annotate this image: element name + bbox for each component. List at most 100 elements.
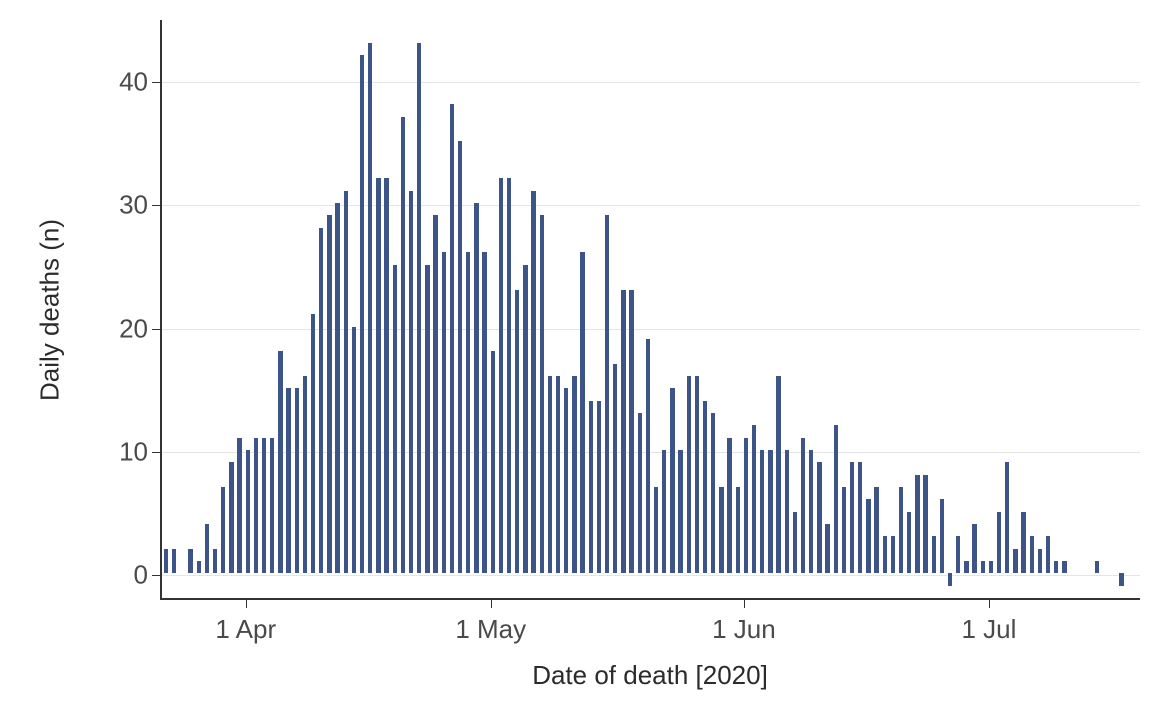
bar bbox=[319, 228, 323, 574]
bar bbox=[662, 450, 666, 573]
bar bbox=[499, 178, 503, 573]
x-tick-mark bbox=[246, 600, 247, 608]
bar bbox=[491, 351, 495, 573]
bar bbox=[744, 438, 748, 574]
bar bbox=[164, 549, 168, 574]
bar bbox=[597, 401, 601, 574]
bar bbox=[368, 43, 372, 574]
bar bbox=[711, 413, 715, 573]
bar bbox=[997, 512, 1001, 574]
bar bbox=[507, 178, 511, 573]
bar bbox=[670, 388, 674, 573]
bar bbox=[695, 376, 699, 573]
bar bbox=[915, 475, 919, 574]
gridline bbox=[162, 452, 1140, 453]
bar bbox=[237, 438, 241, 574]
gridline bbox=[162, 82, 1140, 83]
bar bbox=[891, 536, 895, 573]
bar bbox=[727, 438, 731, 574]
bar bbox=[523, 265, 527, 574]
bar bbox=[580, 252, 584, 573]
bar bbox=[605, 215, 609, 573]
bar bbox=[940, 499, 944, 573]
bar bbox=[1095, 561, 1099, 573]
bar bbox=[401, 117, 405, 574]
bar bbox=[899, 487, 903, 573]
bar bbox=[629, 290, 633, 574]
x-tick-label: 1 Apr bbox=[215, 614, 276, 645]
bar bbox=[548, 376, 552, 573]
bar bbox=[613, 364, 617, 574]
bar bbox=[327, 215, 331, 573]
gridline bbox=[162, 329, 1140, 330]
bar bbox=[932, 536, 936, 573]
bar bbox=[793, 512, 797, 574]
bar bbox=[654, 487, 658, 573]
bar bbox=[433, 215, 437, 573]
bar bbox=[646, 339, 650, 573]
bar bbox=[883, 536, 887, 573]
gridline bbox=[162, 205, 1140, 206]
bar bbox=[425, 265, 429, 574]
y-tick-mark bbox=[152, 452, 160, 453]
bar bbox=[638, 413, 642, 573]
bar bbox=[352, 327, 356, 574]
bar bbox=[540, 215, 544, 573]
daily-deaths-chart: Daily deaths (n) Date of death [2020] 01… bbox=[0, 0, 1166, 722]
x-axis-title: Date of death [2020] bbox=[532, 660, 768, 691]
bar bbox=[866, 499, 870, 573]
bar bbox=[1062, 561, 1066, 573]
bar bbox=[678, 450, 682, 573]
y-tick-label: 40 bbox=[100, 66, 148, 97]
y-axis-title: Daily deaths (n) bbox=[35, 219, 66, 401]
bar bbox=[785, 450, 789, 573]
bar bbox=[303, 376, 307, 573]
gridline bbox=[162, 575, 1140, 576]
bar bbox=[376, 178, 380, 573]
bar bbox=[1005, 462, 1009, 573]
bar bbox=[621, 290, 625, 574]
x-tick-mark bbox=[989, 600, 990, 608]
bar bbox=[842, 487, 846, 573]
bar bbox=[923, 475, 927, 574]
y-tick-mark bbox=[152, 82, 160, 83]
bar bbox=[188, 549, 192, 574]
bar bbox=[776, 376, 780, 573]
bar bbox=[989, 561, 993, 573]
bar bbox=[286, 388, 290, 573]
bar bbox=[801, 438, 805, 574]
bar bbox=[197, 561, 201, 573]
bar bbox=[948, 573, 952, 585]
y-tick-mark bbox=[152, 575, 160, 576]
bar bbox=[964, 561, 968, 573]
bar bbox=[515, 290, 519, 574]
bar bbox=[834, 425, 838, 573]
bar bbox=[1054, 561, 1058, 573]
bar bbox=[295, 388, 299, 573]
bar bbox=[254, 438, 258, 574]
bar bbox=[466, 252, 470, 573]
bar bbox=[556, 376, 560, 573]
bar bbox=[858, 462, 862, 573]
x-tick-label: 1 May bbox=[455, 614, 526, 645]
bar bbox=[1038, 549, 1042, 574]
bar bbox=[270, 438, 274, 574]
bar bbox=[972, 524, 976, 573]
bar bbox=[409, 191, 413, 574]
bar bbox=[384, 178, 388, 573]
bar bbox=[1030, 536, 1034, 573]
bar bbox=[335, 203, 339, 573]
bar bbox=[262, 438, 266, 574]
bar bbox=[1013, 549, 1017, 574]
bar bbox=[1119, 573, 1123, 585]
bar bbox=[311, 314, 315, 573]
x-tick-label: 1 Jun bbox=[712, 614, 776, 645]
bar bbox=[564, 388, 568, 573]
bar bbox=[850, 462, 854, 573]
bar bbox=[817, 462, 821, 573]
y-tick-label: 30 bbox=[100, 190, 148, 221]
x-tick-label: 1 Jul bbox=[961, 614, 1016, 645]
bar bbox=[760, 450, 764, 573]
bar bbox=[531, 191, 535, 574]
bar bbox=[229, 462, 233, 573]
